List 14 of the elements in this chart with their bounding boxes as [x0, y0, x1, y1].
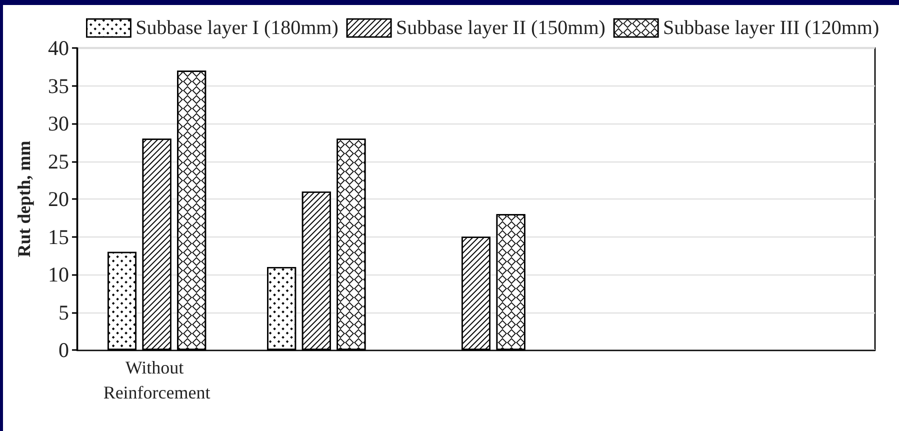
y-tick-label: 30 [48, 112, 69, 136]
legend-label: Subbase layer I (180mm) [136, 17, 338, 39]
y-tick-label: 10 [48, 262, 69, 286]
y-tick-label: 15 [48, 224, 69, 249]
y-tick-label: 0 [58, 338, 69, 362]
y-tick-label: 5 [58, 300, 69, 324]
y-tick-label: 20 [48, 187, 69, 211]
legend-label: Subbase layer II (150mm) [396, 17, 606, 39]
y-axis-title: Rut depth, mm [14, 140, 34, 258]
legend-label: Subbase layer III (120mm) [663, 17, 880, 39]
y-tick-label: 35 [48, 74, 69, 98]
y-tick-label: 40 [48, 36, 69, 60]
y-tick-label: 25 [48, 149, 69, 174]
x-tick-label: Without Reinforcement [103, 358, 210, 402]
